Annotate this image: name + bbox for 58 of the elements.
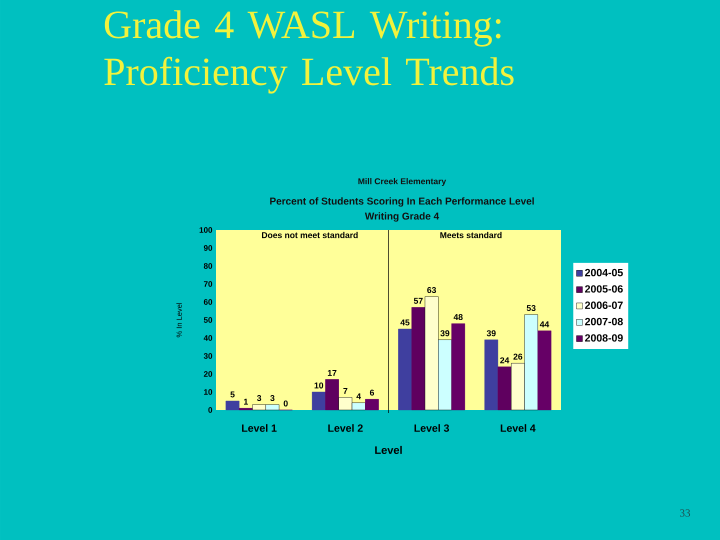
x-axis-title: Level <box>375 446 402 454</box>
annotation: Does not meet standard <box>262 232 358 238</box>
legend-label: 2005-06 <box>585 285 623 293</box>
chart-title: Grade 4 WASL Writing: Proficiency Level Trends <box>104 10 514 94</box>
data-label: 3 <box>256 395 262 402</box>
legend-label: 2006-07 <box>585 302 623 309</box>
x-tick-label: Level 2 <box>328 424 363 432</box>
text: Writing Grade 4 <box>364 212 440 222</box>
bar <box>538 330 552 410</box>
y-tick-label: 40 <box>204 335 212 341</box>
data-label: 24 <box>500 357 510 364</box>
data-label: 17 <box>328 370 336 376</box>
bar <box>325 379 339 410</box>
bar <box>226 400 240 410</box>
bar <box>411 307 426 410</box>
y-tick-label: 20 <box>204 371 212 377</box>
y-tick-label: 90 <box>204 245 212 251</box>
data-label: 39 <box>486 330 496 336</box>
data-label: 6 <box>370 390 374 396</box>
legend-label: 2008-09 <box>585 334 623 342</box>
x-tick-label: Level 1 <box>242 424 277 432</box>
data-label: 0 <box>284 400 288 406</box>
data-label: 7 <box>343 388 348 394</box>
bar <box>365 398 379 410</box>
data-label: 48 <box>454 314 463 320</box>
bar <box>398 328 412 410</box>
y-tick-label: 70 <box>204 281 212 287</box>
y-tick-label: 60 <box>204 299 212 305</box>
annotation: Meets standard <box>440 232 502 238</box>
bar <box>498 366 512 410</box>
legend-label: 2007-08 <box>585 318 623 326</box>
data-label: 26 <box>513 354 522 360</box>
data-label: 5 <box>230 392 235 398</box>
y-tick-label: 30 <box>204 353 212 359</box>
y-tick-label: 80 <box>204 263 212 269</box>
bar <box>484 340 498 410</box>
data-label: 4 <box>356 393 362 400</box>
data-label: 44 <box>540 321 550 328</box>
data-label: 10 <box>314 382 324 388</box>
chart-subtitle: Percent of Students Scoring In Each Performance Level <box>270 197 534 207</box>
y-tick-label: 10 <box>204 389 212 395</box>
data-label: 63 <box>427 287 436 294</box>
data-label: 3 <box>270 395 274 402</box>
bar <box>451 323 466 410</box>
data-label: 39 <box>440 330 450 336</box>
bar <box>312 392 326 410</box>
y-tick-label: 50 <box>204 317 212 323</box>
y-tick-label: 0 <box>208 407 212 413</box>
text: Mill Creek Elementary <box>358 178 446 186</box>
y-tick-label: 100 <box>200 227 212 233</box>
text: 33 <box>680 509 690 517</box>
x-tick-label: Level 3 <box>414 424 450 432</box>
data-label: 45 <box>400 320 410 326</box>
data-label: 57 <box>414 298 423 304</box>
data-label: 1 <box>244 398 248 405</box>
legend-label: 2004-05 <box>585 268 623 276</box>
x-tick-label: Level 4 <box>500 424 536 432</box>
data-label: 53 <box>526 305 536 312</box>
